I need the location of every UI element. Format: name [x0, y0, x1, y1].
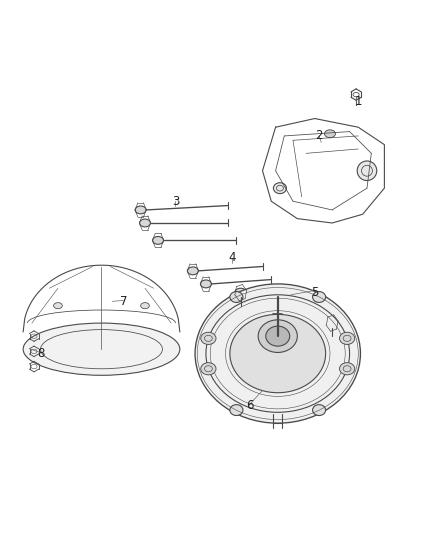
Ellipse shape	[195, 284, 360, 423]
Text: 3: 3	[172, 195, 179, 208]
Ellipse shape	[339, 332, 355, 344]
Ellipse shape	[53, 303, 62, 309]
Ellipse shape	[357, 161, 377, 181]
Ellipse shape	[326, 319, 338, 327]
Text: 7: 7	[120, 295, 127, 308]
Text: 2: 2	[315, 130, 323, 142]
Ellipse shape	[313, 292, 325, 302]
Ellipse shape	[339, 362, 355, 375]
Ellipse shape	[152, 237, 163, 244]
Text: 6: 6	[246, 399, 253, 412]
Text: 1: 1	[354, 95, 362, 108]
Ellipse shape	[266, 326, 290, 346]
Ellipse shape	[201, 362, 216, 375]
Ellipse shape	[201, 332, 216, 344]
Ellipse shape	[313, 405, 325, 416]
Ellipse shape	[23, 323, 180, 375]
Ellipse shape	[140, 219, 150, 227]
Ellipse shape	[273, 183, 286, 193]
Text: 4: 4	[228, 251, 236, 264]
Ellipse shape	[201, 280, 212, 288]
Ellipse shape	[230, 405, 243, 416]
Text: 5: 5	[311, 286, 318, 299]
Ellipse shape	[258, 320, 297, 352]
Ellipse shape	[135, 206, 146, 214]
Ellipse shape	[235, 288, 247, 297]
Ellipse shape	[187, 267, 198, 275]
Ellipse shape	[141, 303, 149, 309]
Text: 8: 8	[37, 347, 44, 360]
Ellipse shape	[230, 292, 243, 302]
Ellipse shape	[325, 130, 336, 138]
Ellipse shape	[230, 314, 325, 393]
